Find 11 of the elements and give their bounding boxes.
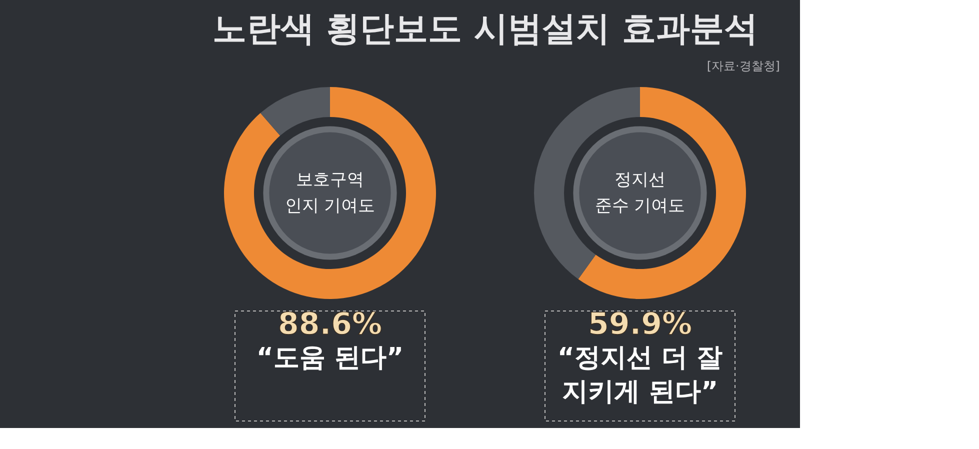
text: [자료·경찰청] — [706, 59, 780, 73]
data-label: 59.9% — [588, 307, 692, 342]
slice-label: “정지선 더 잘 지키게 된다” — [557, 343, 723, 407]
donut-slice — [224, 87, 436, 299]
donut-slice — [578, 87, 746, 299]
slice-label: “도움 된다” — [256, 343, 404, 373]
text: 보호구역 인지 기여도 — [284, 170, 376, 216]
donut-slice — [260, 87, 330, 136]
text: 정지선 준수 기여도 — [594, 170, 686, 216]
data-label: 88.6% — [278, 307, 382, 342]
text: 노란색 횡단보도 시범설치 효과분석 — [212, 9, 758, 49]
